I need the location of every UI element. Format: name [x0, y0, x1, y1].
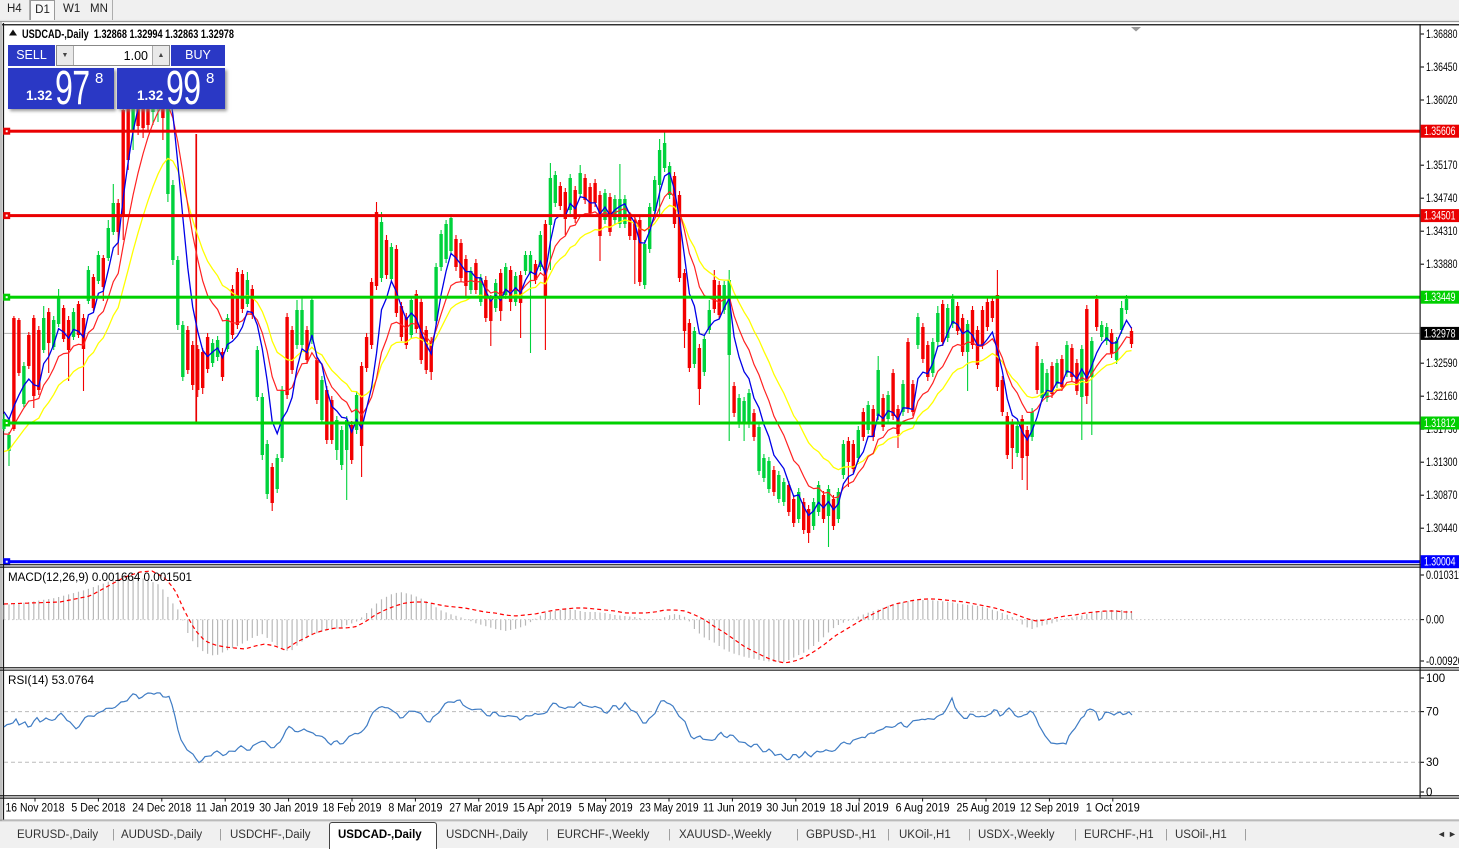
- svg-text:RSI(14) 53.0764: RSI(14) 53.0764: [8, 675, 95, 687]
- svg-text:5 May 2019: 5 May 2019: [579, 803, 633, 815]
- svg-text:11 Jan 2019: 11 Jan 2019: [196, 803, 255, 815]
- svg-text:24 Dec 2018: 24 Dec 2018: [132, 803, 191, 815]
- svg-text:1.32590: 1.32590: [1426, 358, 1458, 370]
- svg-text:23 May 2019: 23 May 2019: [640, 803, 699, 815]
- svg-text:1.31812: 1.31812: [1424, 418, 1456, 430]
- svg-text:1.35606: 1.35606: [1424, 126, 1456, 138]
- svg-text:8 Mar 2019: 8 Mar 2019: [388, 803, 442, 815]
- svg-text:0.010311: 0.010311: [1426, 570, 1459, 582]
- svg-text:-0.00920: -0.00920: [1426, 656, 1459, 668]
- svg-text:1.34740: 1.34740: [1426, 193, 1458, 205]
- svg-text:25 Aug 2019: 25 Aug 2019: [957, 803, 1016, 815]
- svg-text:16 Nov 2018: 16 Nov 2018: [6, 803, 65, 815]
- svg-text:0: 0: [1426, 787, 1432, 799]
- svg-text:1.36020: 1.36020: [1426, 95, 1458, 107]
- svg-text:11 Jun 2019: 11 Jun 2019: [703, 803, 762, 815]
- svg-text:30: 30: [1426, 757, 1439, 769]
- svg-text:18 Jul 2019: 18 Jul 2019: [830, 803, 889, 815]
- svg-text:1 Oct 2019: 1 Oct 2019: [1086, 803, 1140, 815]
- svg-text:MACD(12,26,9) 0.001664 0.00150: MACD(12,26,9) 0.001664 0.001501: [8, 572, 192, 584]
- svg-text:0.00: 0.00: [1426, 614, 1444, 626]
- svg-text:15 Apr 2019: 15 Apr 2019: [513, 803, 572, 815]
- svg-text:30 Jan 2019: 30 Jan 2019: [259, 803, 318, 815]
- svg-text:12 Sep 2019: 12 Sep 2019: [1020, 803, 1079, 815]
- svg-text:70: 70: [1426, 706, 1439, 718]
- svg-text:1.31300: 1.31300: [1426, 457, 1458, 469]
- svg-text:1.33880: 1.33880: [1426, 259, 1458, 271]
- svg-text:1.30870: 1.30870: [1426, 490, 1458, 502]
- svg-text:6 Aug 2019: 6 Aug 2019: [896, 803, 950, 815]
- svg-text:1.36450: 1.36450: [1426, 62, 1458, 74]
- svg-text:100: 100: [1426, 673, 1445, 685]
- svg-text:27 Mar 2019: 27 Mar 2019: [449, 803, 508, 815]
- svg-text:USDCAD-,Daily 1.32868 1.32994: USDCAD-,Daily 1.32868 1.32994 1.32863 1.…: [22, 27, 234, 41]
- svg-text:1.34310: 1.34310: [1426, 226, 1458, 238]
- svg-text:1.36880: 1.36880: [1426, 29, 1458, 41]
- svg-text:30 Jun 2019: 30 Jun 2019: [766, 803, 825, 815]
- svg-text:1.35170: 1.35170: [1426, 160, 1458, 172]
- svg-text:1.34501: 1.34501: [1424, 211, 1456, 223]
- svg-text:5 Dec 2018: 5 Dec 2018: [71, 803, 125, 815]
- svg-text:1.32160: 1.32160: [1426, 391, 1458, 403]
- svg-text:1.30440: 1.30440: [1426, 523, 1458, 535]
- svg-text:1.33449: 1.33449: [1424, 292, 1456, 304]
- svg-text:18 Feb 2019: 18 Feb 2019: [323, 803, 382, 815]
- svg-text:1.30004: 1.30004: [1424, 557, 1456, 569]
- svg-text:1.32978: 1.32978: [1424, 328, 1456, 340]
